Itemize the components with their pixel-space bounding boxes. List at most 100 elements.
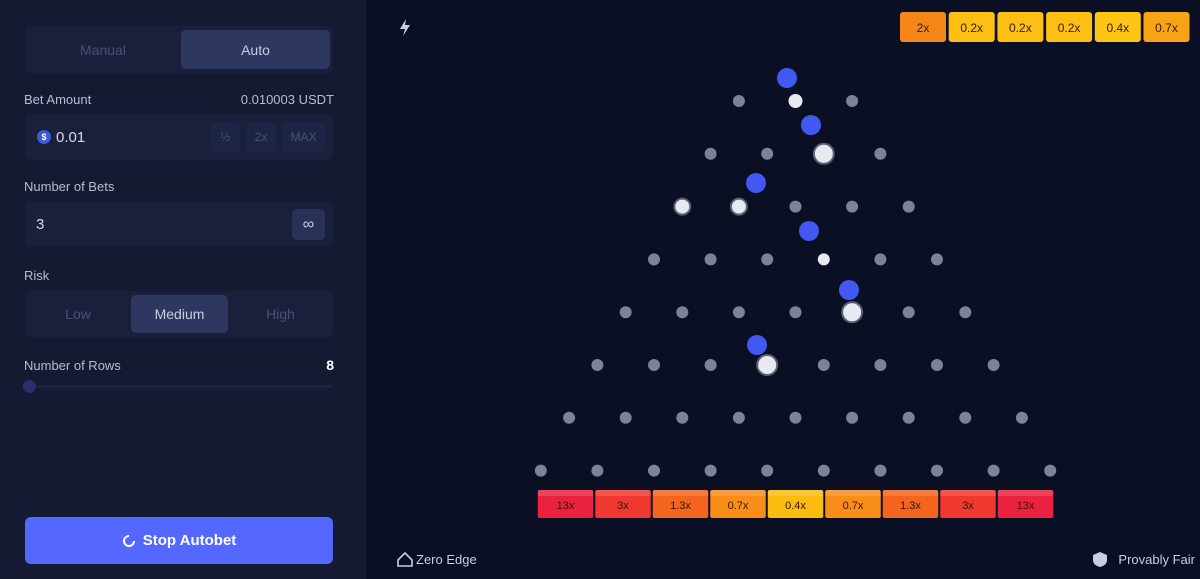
slot-shade <box>595 490 651 496</box>
peg <box>959 411 972 424</box>
rows-value: 8 <box>326 357 334 373</box>
peg <box>563 411 576 424</box>
slot-shade <box>767 490 824 496</box>
auto-tab[interactable]: Auto <box>181 30 330 69</box>
recent-result-label: 2x <box>917 21 930 35</box>
infinite-button[interactable]: ∞ <box>292 209 325 240</box>
risk-label: Risk <box>24 268 50 283</box>
ball <box>747 335 767 355</box>
peg <box>902 411 915 424</box>
ball <box>801 115 821 135</box>
spinner-icon <box>122 534 135 547</box>
peg <box>619 411 632 424</box>
recent-result-label: 0.2x <box>1009 21 1032 35</box>
peg <box>676 411 689 424</box>
bet-input[interactable] <box>25 114 333 160</box>
recent-result <box>1046 12 1093 42</box>
zero-edge[interactable]: Zero Edge <box>416 552 477 567</box>
risk-high[interactable]: High <box>266 306 295 322</box>
peg <box>987 464 1000 477</box>
peg <box>959 306 972 319</box>
recent-result <box>1143 12 1190 42</box>
peg <box>648 464 660 477</box>
multiplier-slot <box>882 490 939 518</box>
bet-converted: 0.010003 USDT <box>240 92 334 107</box>
multiplier-slot <box>767 490 824 518</box>
multiplier-slot <box>652 490 709 518</box>
peg <box>789 306 802 319</box>
lightning-icon[interactable] <box>400 19 410 36</box>
peg <box>902 306 915 319</box>
peg <box>846 200 859 213</box>
peg <box>761 253 774 266</box>
peg <box>1044 464 1057 477</box>
hit-peg <box>729 197 748 216</box>
ball <box>799 221 819 241</box>
shield-icon <box>1093 552 1107 567</box>
half-button[interactable]: ½ <box>211 122 240 152</box>
slider-thumb[interactable] <box>23 380 36 393</box>
hit-peg <box>817 253 830 266</box>
slot-shade <box>997 490 1054 496</box>
slot-shade <box>825 490 881 496</box>
peg <box>987 359 1000 371</box>
currency-icon: $ <box>37 130 51 144</box>
recent-result-label: 0.4x <box>1106 21 1129 35</box>
peg <box>846 95 859 107</box>
bets-value: 3 <box>36 216 45 233</box>
risk-medium[interactable]: Medium <box>131 295 228 333</box>
stop-autobet-button[interactable]: Stop Autobet <box>25 517 333 564</box>
multiplier-label: 0.4x <box>785 500 806 512</box>
recent-result-label: 0.2x <box>1058 21 1081 35</box>
peg <box>874 464 887 477</box>
multiplier-label: 13x <box>557 500 575 512</box>
peg <box>789 411 802 424</box>
provably-fair[interactable]: Provably Fair <box>1118 552 1195 567</box>
hit-peg <box>788 94 803 108</box>
peg <box>902 200 915 213</box>
recent-result <box>900 12 946 42</box>
max-button[interactable]: MAX <box>282 122 325 152</box>
ball <box>839 280 859 300</box>
multiplier-slot <box>595 490 651 518</box>
hit-peg <box>673 197 692 216</box>
peg <box>534 464 547 477</box>
peg <box>704 359 717 371</box>
recent-result-label: 0.2x <box>960 21 983 35</box>
peg <box>846 411 859 424</box>
recent-result <box>997 12 1044 42</box>
peg <box>732 306 745 319</box>
peg <box>874 147 887 160</box>
recent-result-label: 0.7x <box>1155 21 1178 35</box>
peg <box>931 464 943 477</box>
bet-value: 0.01 <box>56 129 86 146</box>
peg <box>619 306 632 319</box>
multiplier-slot <box>997 490 1054 518</box>
peg <box>874 253 887 266</box>
peg <box>732 411 745 424</box>
double-button[interactable]: 2x <box>246 122 276 152</box>
bet-amount-label: Bet Amount <box>24 92 92 107</box>
slot-shade <box>537 490 594 496</box>
slot-shade <box>882 490 939 496</box>
hit-peg <box>756 354 779 376</box>
ball <box>746 173 766 193</box>
manual-tab[interactable]: Manual <box>80 41 126 58</box>
multiplier-label: 0.7x <box>843 500 864 512</box>
multiplier-label: 0.7x <box>728 500 749 512</box>
peg <box>591 464 604 477</box>
peg <box>704 147 717 160</box>
rows-slider[interactable] <box>25 385 333 388</box>
bets-input[interactable] <box>25 201 333 247</box>
home-icon <box>397 551 413 567</box>
peg <box>817 464 830 477</box>
peg <box>732 95 745 107</box>
peg <box>704 253 717 266</box>
recent-result <box>1094 12 1141 42</box>
peg <box>648 253 660 266</box>
multiplier-slot <box>710 490 766 518</box>
risk-low[interactable]: Low <box>65 306 91 322</box>
bets-label: Number of Bets <box>24 179 115 194</box>
